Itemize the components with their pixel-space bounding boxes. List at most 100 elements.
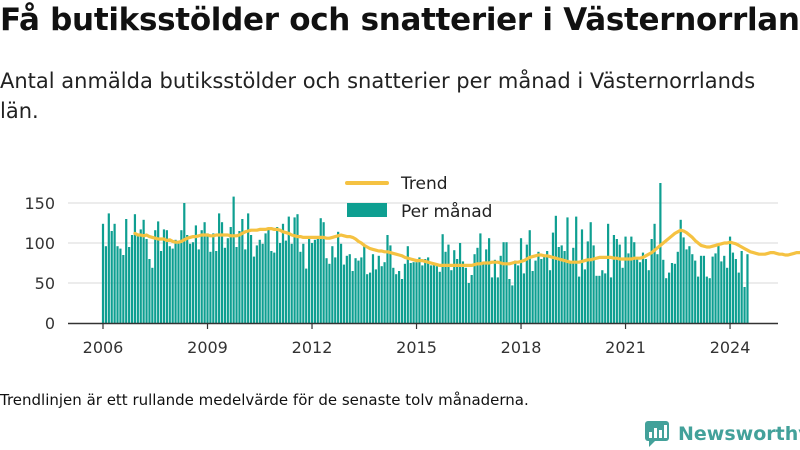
bar	[429, 265, 433, 323]
bar	[688, 246, 691, 323]
bar	[319, 218, 322, 323]
bar	[107, 213, 110, 323]
bar	[136, 235, 139, 323]
bar	[714, 253, 717, 323]
x-tick-label: 2006	[83, 338, 124, 357]
bar	[627, 253, 630, 323]
bar	[284, 240, 287, 323]
bar	[717, 243, 720, 323]
bar	[653, 223, 656, 323]
bar	[592, 245, 595, 323]
bar	[534, 260, 537, 323]
y-tick-label: 50	[35, 274, 55, 293]
bar	[482, 263, 485, 323]
bar	[421, 265, 424, 323]
bar	[673, 263, 676, 323]
brand-logo-link[interactable]: Newsworthy	[644, 418, 800, 450]
bar	[276, 227, 279, 323]
bar	[328, 263, 331, 323]
bar	[125, 219, 128, 323]
bar	[514, 260, 517, 323]
bar	[676, 251, 679, 323]
bar	[154, 230, 157, 323]
x-tick-label: 2018	[501, 338, 542, 357]
bar	[711, 256, 714, 323]
bar	[287, 216, 290, 323]
bar	[656, 254, 659, 323]
bar	[447, 244, 450, 323]
bar	[624, 236, 627, 323]
bar	[342, 264, 346, 323]
bar	[723, 255, 726, 323]
bar	[113, 223, 116, 323]
bar	[334, 257, 337, 323]
bar	[543, 255, 546, 323]
bar	[209, 251, 212, 323]
bar	[670, 263, 674, 323]
bar	[612, 235, 616, 323]
bar	[159, 251, 163, 323]
bar	[546, 251, 549, 323]
bar	[636, 259, 639, 323]
bar	[157, 221, 160, 323]
bar	[325, 258, 328, 323]
bar	[345, 255, 348, 323]
newsworthy-logo-icon	[645, 421, 669, 447]
bar	[444, 251, 447, 323]
bar	[412, 262, 415, 323]
bar	[450, 270, 453, 323]
bar	[644, 259, 647, 323]
bar	[609, 277, 613, 323]
bar	[479, 233, 482, 323]
bar	[142, 219, 145, 323]
bar	[734, 259, 737, 323]
bar	[264, 233, 267, 323]
bar	[386, 235, 389, 323]
bar	[665, 278, 668, 323]
footnote: Trendlinjen är ett rullande medelvärde f…	[0, 391, 529, 409]
bar	[241, 219, 244, 323]
bar	[206, 233, 209, 323]
bar	[278, 243, 282, 323]
bar	[456, 259, 459, 323]
bar	[194, 225, 197, 323]
chart-canvas: 0 50 100 150 2006 2009 2012 2015 2018 2021 2024 Tr…	[24, 174, 800, 357]
bar	[638, 262, 642, 323]
bar	[490, 277, 494, 323]
bar	[357, 260, 360, 323]
legend: Trend Per månad	[345, 174, 492, 222]
bar	[476, 247, 479, 323]
bar	[258, 239, 261, 323]
bar	[151, 267, 154, 323]
bar	[531, 271, 534, 323]
y-tick-label: 0	[45, 314, 55, 333]
bar	[191, 242, 195, 323]
bar	[618, 244, 621, 323]
bar	[607, 223, 610, 323]
bar	[218, 213, 221, 323]
bar	[525, 244, 528, 323]
bar	[731, 252, 735, 323]
bar	[554, 215, 557, 323]
trend-line	[133, 227, 800, 267]
bar	[133, 214, 137, 323]
bar	[601, 270, 604, 323]
bar	[128, 247, 131, 323]
bar	[235, 247, 238, 323]
bar	[453, 250, 456, 323]
bar	[557, 247, 560, 323]
axes: 0 50 100 150 2006 2009 2012 2015 2018 2021 2024	[24, 194, 778, 357]
bar	[360, 257, 363, 323]
x-tick-label: 2015	[396, 338, 437, 357]
trend-series	[133, 227, 800, 267]
brand-name: Newsworthy	[678, 423, 800, 445]
bar	[380, 266, 383, 323]
bar	[119, 248, 122, 323]
bar	[569, 261, 572, 323]
bar	[679, 219, 682, 323]
bar	[313, 239, 317, 323]
bar	[200, 230, 203, 323]
bar	[371, 254, 375, 323]
bar	[104, 246, 107, 323]
legend-label-per-manad: Per månad	[401, 201, 492, 222]
